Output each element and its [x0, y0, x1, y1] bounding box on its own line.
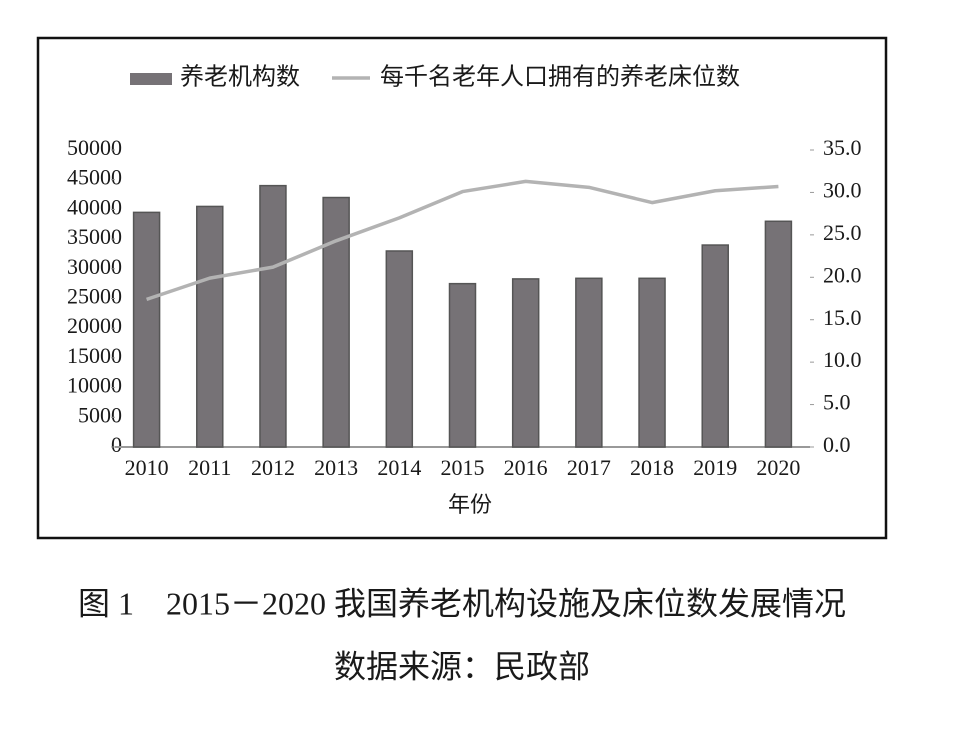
bar — [511, 278, 540, 448]
chart-frame — [36, 36, 888, 540]
legend-swatch — [130, 73, 172, 85]
caption: 图 1 2015－2020 我国养老机构设施及床位数发展情况 — [78, 585, 846, 621]
y2-tick-label: 15.0 — [823, 305, 862, 330]
y-tick-label: 30000 — [67, 254, 122, 279]
y-tick-label: 35000 — [67, 224, 122, 249]
y2-tick-label: 5.0 — [823, 390, 851, 415]
bar — [196, 205, 224, 448]
y2-tick-label: 20.0 — [823, 262, 862, 287]
y-tick-label: 15000 — [67, 343, 122, 368]
x-tick-label: 2010 — [125, 455, 169, 480]
line — [146, 179, 779, 302]
x-tick-label: 2018 — [630, 455, 674, 480]
bar — [385, 250, 414, 448]
x-tick-label: 2017 — [567, 455, 611, 480]
y2-tick-label: 35.0 — [823, 135, 862, 160]
y-tick-label: 45000 — [67, 165, 122, 190]
bar — [764, 220, 793, 448]
y2-tick-label: 0.0 — [823, 432, 851, 457]
y2-tick-label: 10.0 — [823, 347, 862, 372]
y-tick-label: 5000 — [78, 402, 122, 427]
x-tick-label: 2011 — [188, 455, 231, 480]
bar — [575, 277, 603, 448]
y-tick-label: 20000 — [67, 313, 122, 338]
y-tick-label: 0 — [111, 432, 122, 457]
x-axis-label: 年份 — [448, 492, 492, 517]
legend-label: 养老机构数 — [180, 64, 300, 91]
y-tick-label: 50000 — [67, 135, 122, 160]
bar — [701, 244, 729, 448]
bar — [448, 282, 477, 448]
x-tick-label: 2012 — [251, 455, 295, 480]
y-tick-label: 40000 — [67, 194, 122, 219]
y2-tick-label: 30.0 — [823, 177, 862, 202]
bar — [132, 211, 161, 448]
y-tick-label: 10000 — [67, 373, 122, 398]
x-tick-label: 2015 — [441, 455, 485, 480]
bar — [638, 277, 666, 448]
x-tick-label: 2013 — [314, 455, 358, 480]
x-tick-label: 2019 — [693, 455, 737, 480]
legend-label: 每千名老年人口拥有的养老床位数 — [380, 64, 740, 91]
bar — [322, 196, 350, 448]
bar — [259, 184, 287, 448]
x-tick-label: 2016 — [504, 455, 548, 480]
x-tick-label: 2020 — [756, 455, 800, 480]
y2-tick-label: 25.0 — [823, 220, 862, 245]
y-tick-label: 25000 — [67, 284, 122, 309]
source: 数据来源：民政部 — [334, 648, 590, 684]
x-tick-label: 2014 — [377, 455, 421, 480]
